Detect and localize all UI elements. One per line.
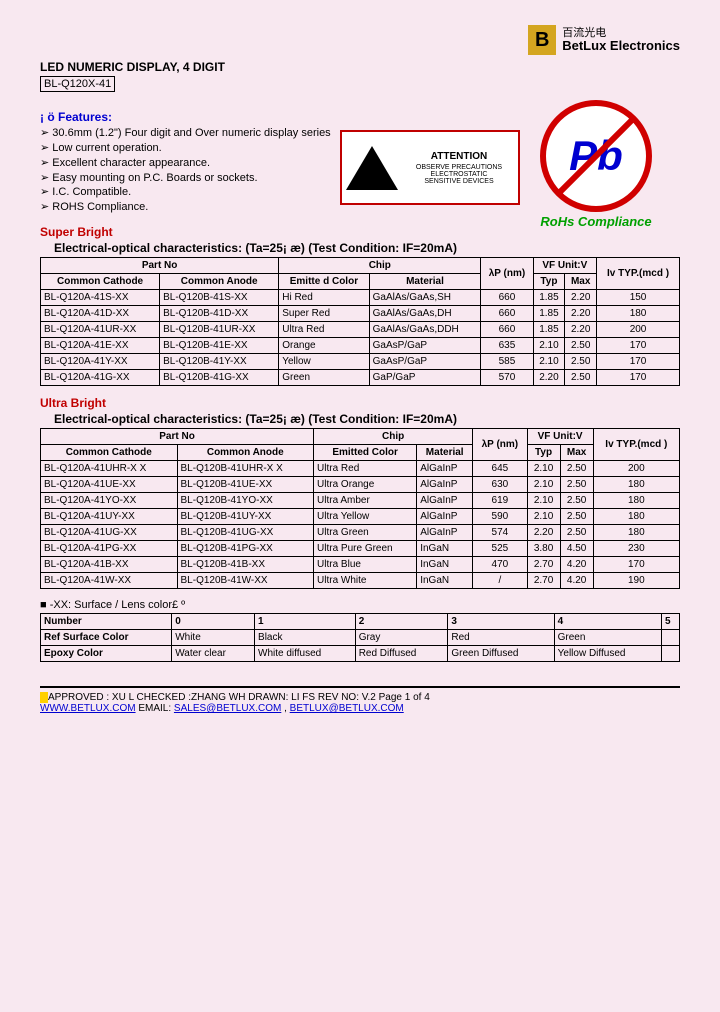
ultra-bright-title: Ultra Bright bbox=[40, 396, 680, 410]
footer-email1[interactable]: SALES@BETLUX.COM bbox=[174, 703, 281, 714]
logo-mark: B bbox=[528, 25, 556, 55]
table-row: Epoxy ColorWater clearWhite diffusedRed … bbox=[41, 646, 680, 662]
color-note: -XX: Surface / Lens color£ º bbox=[40, 599, 680, 611]
table-row: BL-Q120A-41UHR-X XBL-Q120B-41UHR-X XUltr… bbox=[41, 461, 680, 477]
part-number: BL-Q120X-41 bbox=[40, 76, 115, 92]
rohs-badge: Pb RoHs Compliance bbox=[540, 100, 652, 229]
table-row: BL-Q120A-41UE-XXBL-Q120B-41UE-XXUltra Or… bbox=[41, 477, 680, 493]
footer-email2[interactable]: BETLUX@BETLUX.COM bbox=[290, 703, 404, 714]
super-bright-caption: Electrical-optical characteristics: (Ta=… bbox=[54, 241, 680, 255]
table-row: BL-Q120A-41PG-XXBL-Q120B-41PG-XXUltra Pu… bbox=[41, 541, 680, 557]
logo: B 百流光电 BetLux Electronics bbox=[528, 25, 680, 55]
color-table: Number012345Ref Surface ColorWhiteBlackG… bbox=[40, 613, 680, 662]
page-title: LED NUMERIC DISPLAY, 4 DIGIT bbox=[40, 60, 680, 74]
table-row: BL-Q120A-41S-XXBL-Q120B-41S-XXHi RedGaAl… bbox=[41, 290, 680, 306]
table-row: BL-Q120A-41G-XXBL-Q120B-41G-XXGreenGaP/G… bbox=[41, 370, 680, 386]
esd-attention: ATTENTION bbox=[404, 151, 514, 162]
super-bright-table: Part NoChip λP (nm) VF Unit:VIv TYP.(mcd… bbox=[40, 257, 680, 386]
esd-warning: ATTENTION OBSERVE PRECAUTIONS ELECTROSTA… bbox=[340, 130, 520, 205]
table-row: Ref Surface ColorWhiteBlackGrayRedGreen bbox=[41, 630, 680, 646]
table-row: BL-Q120A-41W-XXBL-Q120B-41W-XXUltra Whit… bbox=[41, 573, 680, 589]
table-row: BL-Q120A-41UR-XXBL-Q120B-41UR-XXUltra Re… bbox=[41, 322, 680, 338]
footer-url[interactable]: WWW.BETLUX.COM bbox=[40, 703, 136, 714]
table-row: BL-Q120A-41UG-XXBL-Q120B-41UG-XXUltra Gr… bbox=[41, 525, 680, 541]
table-row: BL-Q120A-41E-XXBL-Q120B-41E-XXOrangeGaAs… bbox=[41, 338, 680, 354]
esd-icon bbox=[346, 146, 398, 190]
ultra-bright-caption: Electrical-optical characteristics: (Ta=… bbox=[54, 412, 680, 426]
table-row: BL-Q120A-41D-XXBL-Q120B-41D-XXSuper RedG… bbox=[41, 306, 680, 322]
table-row: BL-Q120A-41UY-XXBL-Q120B-41UY-XXUltra Ye… bbox=[41, 509, 680, 525]
table-row: BL-Q120A-41B-XXBL-Q120B-41B-XXUltra Blue… bbox=[41, 557, 680, 573]
logo-en: BetLux Electronics bbox=[562, 39, 680, 52]
ultra-bright-table: Part NoChip λP (nm) VF Unit:VIv TYP.(mcd… bbox=[40, 428, 680, 589]
table-row: BL-Q120A-41YO-XXBL-Q120B-41YO-XXUltra Am… bbox=[41, 493, 680, 509]
footer: APPROVED : XU L CHECKED :ZHANG WH DRAWN:… bbox=[40, 686, 680, 714]
table-row: BL-Q120A-41Y-XXBL-Q120B-41Y-XXYellowGaAs… bbox=[41, 354, 680, 370]
